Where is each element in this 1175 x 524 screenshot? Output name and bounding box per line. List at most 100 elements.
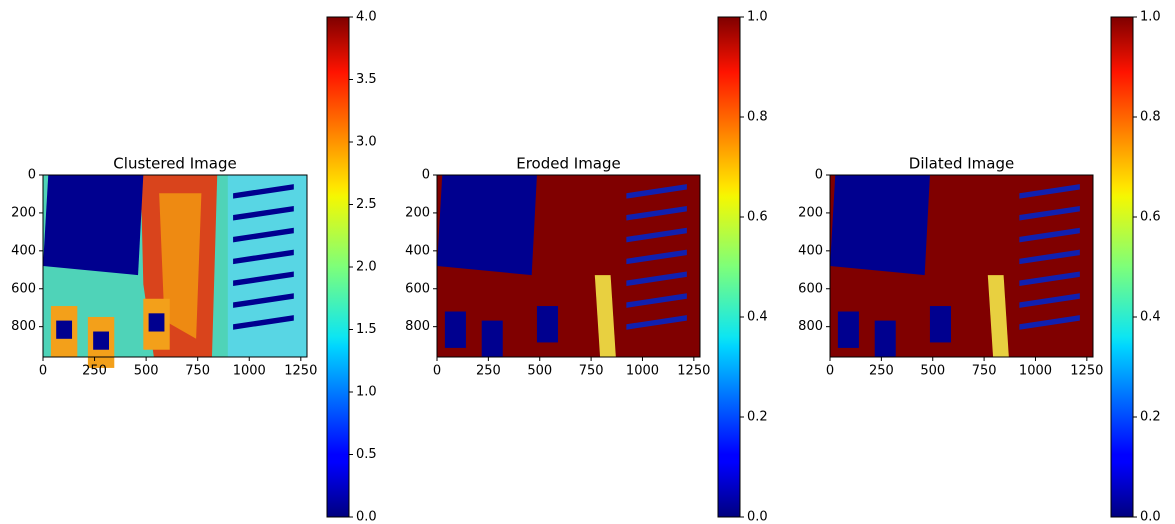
image-region: [929, 306, 951, 343]
image-region: [227, 175, 307, 357]
colorbar-tick-label: 4.0: [356, 10, 377, 25]
x-tick-label: 500: [134, 364, 159, 379]
colorbar-tick-label: 0.2: [747, 410, 768, 425]
colorbar: [1110, 16, 1134, 518]
image-region: [626, 205, 687, 221]
colorbar-tick-label: 1.0: [747, 10, 768, 25]
colorbar-tick-label: 2.5: [356, 197, 377, 212]
image-region: [1019, 205, 1080, 221]
image-region: [536, 306, 558, 343]
image-region: [626, 293, 687, 308]
image-region: [626, 184, 687, 199]
chart-title: Clustered Image: [113, 155, 236, 173]
colorbar: [326, 16, 350, 518]
image-region: [233, 249, 294, 265]
image-region: [594, 275, 616, 357]
y-tick-label: 0: [28, 168, 36, 183]
colorbar-tick-label: 0.6: [1140, 210, 1161, 225]
x-tick-label: 250: [82, 364, 107, 379]
image-region: [56, 320, 73, 339]
colorbar-tick-label: 1.0: [356, 385, 377, 400]
colorbar-tick-label: 0.2: [1140, 410, 1161, 425]
colorbar-tick-label: 0.6: [747, 210, 768, 225]
x-tick-label: 1000: [1019, 364, 1052, 379]
colorbar-tick-label: 2.0: [356, 260, 377, 275]
image-region: [626, 249, 687, 265]
image-region: [1019, 184, 1080, 199]
y-tick-label: 600: [11, 281, 36, 296]
image-region: [626, 315, 687, 330]
image-region: [233, 293, 294, 308]
colorbar-tick-label: 0.4: [747, 310, 768, 325]
image-region: [626, 271, 687, 287]
image-region: [1019, 227, 1080, 243]
x-tick-label: 250: [476, 364, 501, 379]
x-tick-label: 0: [39, 364, 47, 379]
colorbar-tick-label: 1.5: [356, 322, 377, 337]
image-region: [837, 311, 859, 348]
colorbar-tick-label: 0.0: [1140, 510, 1161, 524]
x-tick-label: 1000: [626, 364, 659, 379]
image-region: [830, 175, 930, 276]
y-tick-label: 600: [405, 281, 430, 296]
image-region: [233, 315, 294, 330]
image-region: [233, 205, 294, 221]
colorbar-tick-label: 0.8: [1140, 110, 1161, 125]
axes-frame: [829, 174, 1094, 358]
y-tick-label: 800: [798, 319, 823, 334]
x-tick-label: 500: [920, 364, 945, 379]
image-panel: Eroded Image 0 250 500 750 1000 1250 0 200 400 600…: [405, 10, 768, 524]
x-tick-label: 500: [527, 364, 552, 379]
image-region: [43, 175, 144, 276]
colorbar: [717, 16, 741, 518]
colorbar-tick-label: 0.0: [747, 510, 768, 524]
image-region: [93, 331, 109, 350]
x-tick-label: 750: [185, 364, 210, 379]
image-panel: Clustered Image 0 250 500 750 1000 1250 0 200 400…: [11, 10, 377, 524]
image-region: [1019, 271, 1080, 287]
image-region: [233, 227, 294, 243]
image-region: [1019, 315, 1080, 330]
image-region: [233, 184, 294, 199]
image-region: [1019, 293, 1080, 308]
y-tick-label: 200: [405, 205, 430, 220]
x-tick-label: 1250: [284, 364, 317, 379]
x-tick-label: 1250: [677, 364, 710, 379]
y-tick-label: 800: [405, 319, 430, 334]
image-region: [437, 175, 537, 276]
axes-frame: [436, 174, 701, 358]
y-tick-label: 800: [11, 319, 36, 334]
image-region: [444, 311, 466, 348]
colorbar-tick-label: 0.4: [1140, 310, 1161, 325]
x-tick-label: 750: [972, 364, 997, 379]
chart-title: Eroded Image: [516, 155, 621, 173]
y-tick-label: 0: [422, 168, 430, 183]
colorbar-tick-label: 3.0: [356, 135, 377, 150]
x-tick-label: 1000: [233, 364, 266, 379]
chart-title: Dilated Image: [909, 155, 1014, 173]
image-region: [874, 320, 896, 357]
y-tick-label: 400: [405, 243, 430, 258]
y-tick-label: 0: [815, 168, 823, 183]
image-region: [1019, 249, 1080, 265]
y-tick-label: 400: [798, 243, 823, 258]
colorbar-tick-label: 3.5: [356, 72, 377, 87]
y-tick-label: 200: [798, 205, 823, 220]
colorbar-tick-label: 0.8: [747, 110, 768, 125]
image-region: [233, 271, 294, 287]
x-tick-label: 1250: [1070, 364, 1103, 379]
y-tick-label: 600: [798, 281, 823, 296]
colorbar-tick-label: 0.0: [356, 510, 377, 524]
x-tick-label: 750: [579, 364, 604, 379]
colorbar-tick-label: 1.0: [1140, 10, 1161, 25]
axes-frame: [42, 174, 308, 358]
x-tick-label: 0: [433, 364, 441, 379]
image-region: [626, 227, 687, 243]
y-tick-label: 200: [11, 205, 36, 220]
image-region: [481, 320, 503, 357]
x-tick-label: 0: [826, 364, 834, 379]
image-region: [987, 275, 1009, 357]
y-tick-label: 400: [11, 243, 36, 258]
x-tick-label: 250: [869, 364, 894, 379]
